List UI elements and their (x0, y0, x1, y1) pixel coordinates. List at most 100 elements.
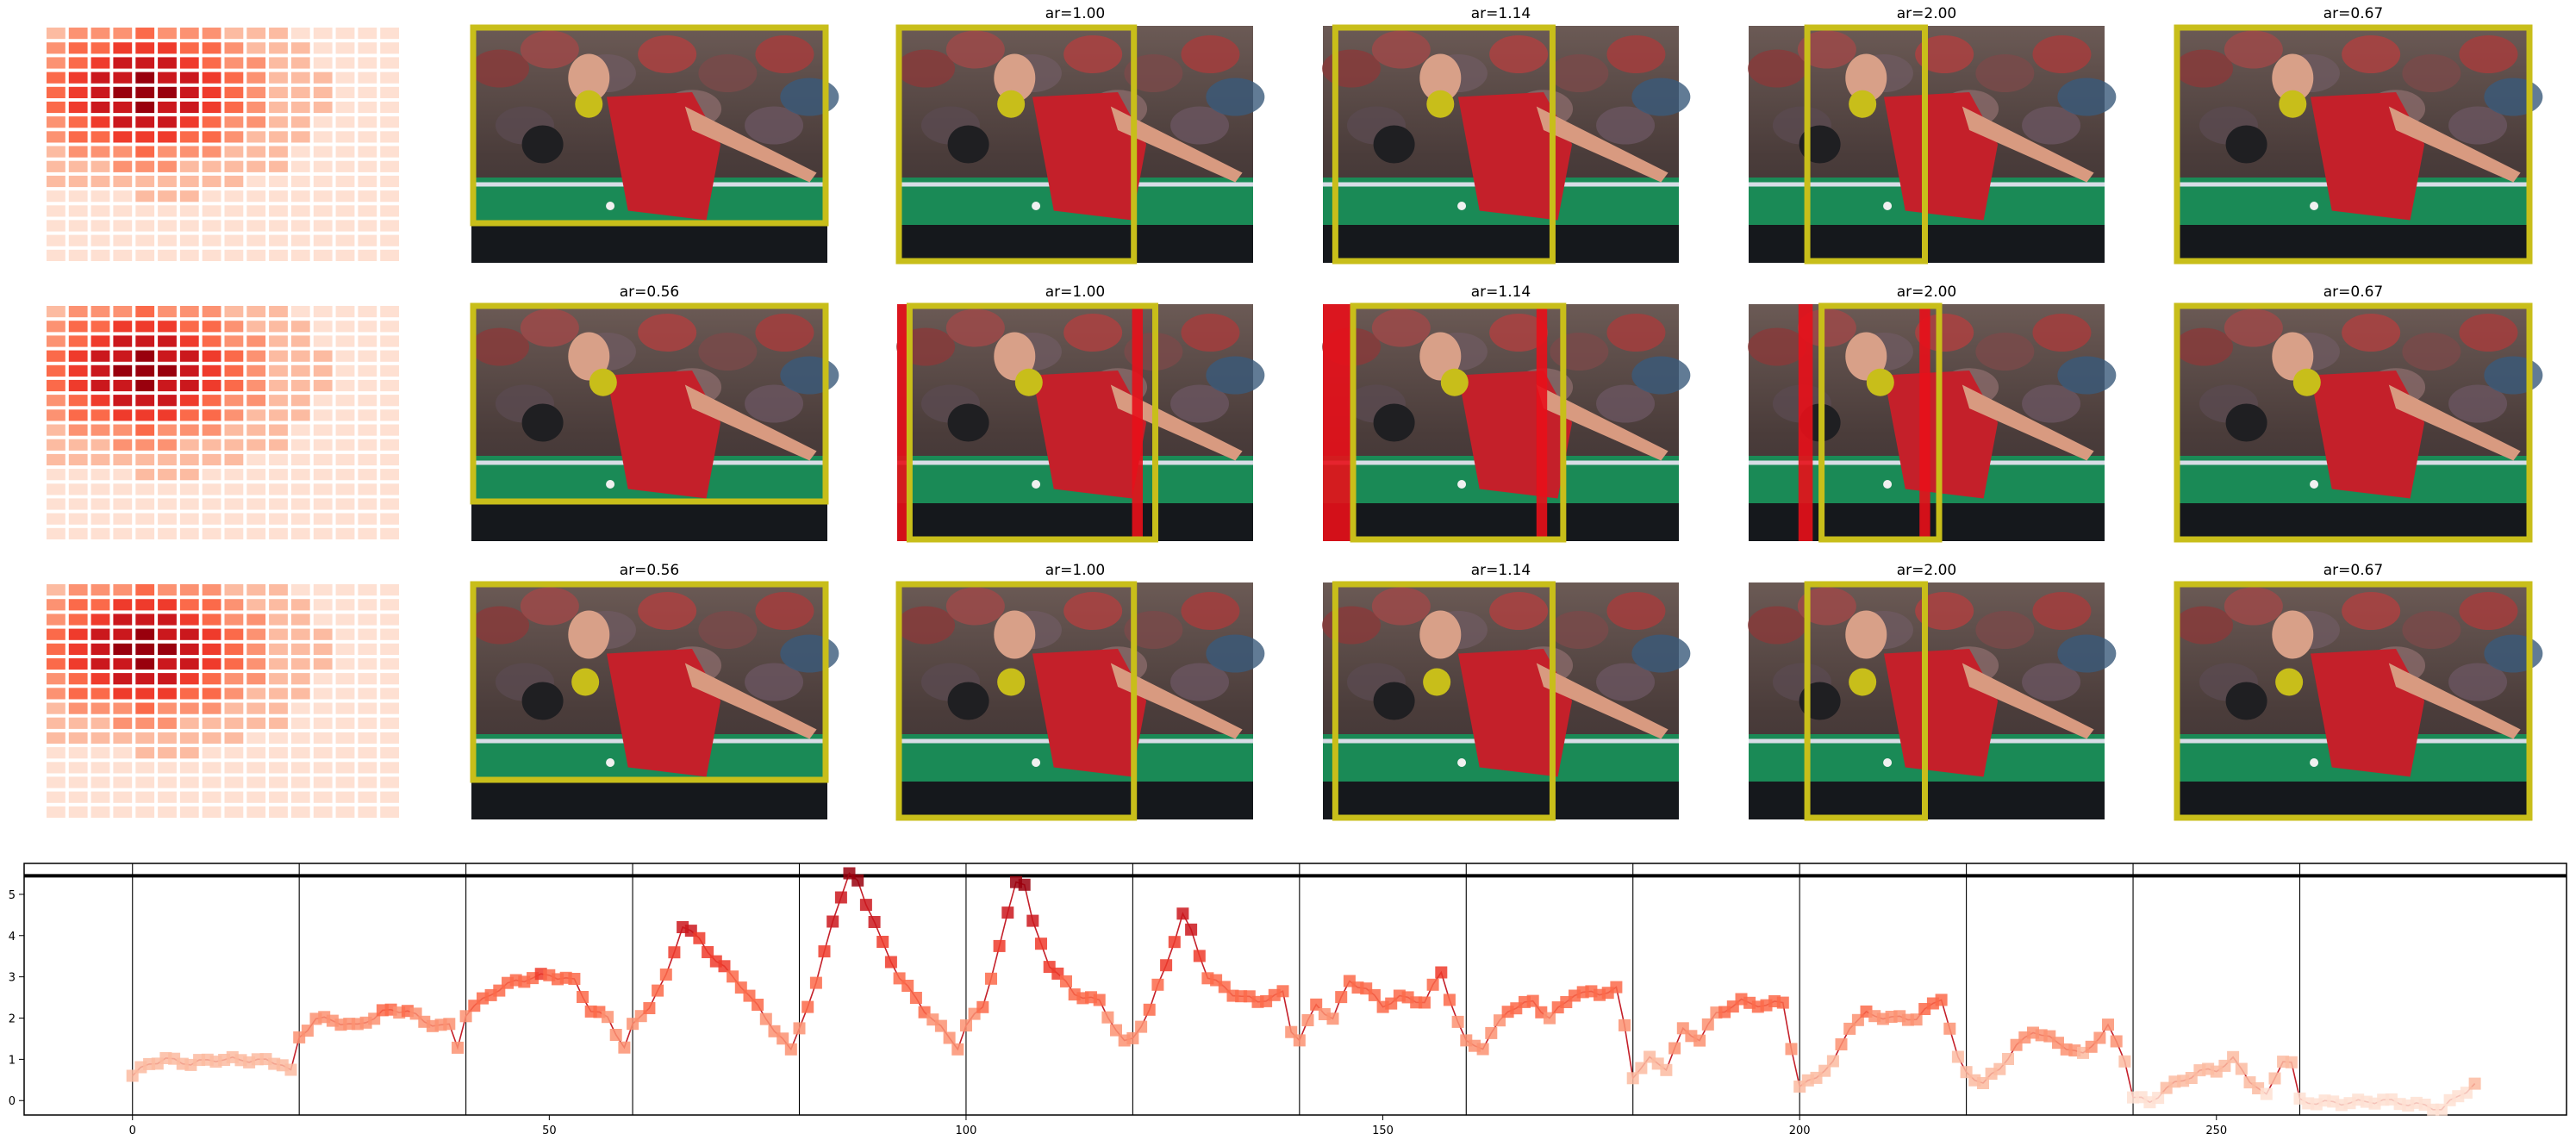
heatmap-cell (90, 350, 110, 362)
heatmap-cell (47, 249, 65, 261)
data-point (960, 1019, 972, 1032)
crop-panel: ar=1.00 (895, 5, 1265, 265)
crop-box (470, 302, 829, 505)
heatmap-cell (290, 732, 310, 744)
heatmap-cell (224, 160, 244, 172)
player-arm (684, 663, 817, 739)
heatmap-cell (246, 584, 266, 596)
heatmap-cell (113, 379, 133, 392)
crowd-blob (2484, 356, 2543, 395)
heatmap-cell (269, 453, 288, 466)
heatmap-cell (135, 776, 155, 788)
heatmap-cell (202, 806, 221, 818)
data-point (693, 931, 706, 944)
focus-dot (1849, 668, 1877, 696)
table-edge (897, 503, 1253, 541)
heatmap-cell (313, 762, 333, 774)
heatmap-cell (313, 57, 333, 69)
player-arm (1962, 663, 2094, 739)
heatmap-cell (380, 175, 399, 188)
heatmap-cell (380, 42, 399, 54)
heatmap-cell (113, 234, 133, 246)
data-point (1093, 994, 1106, 1006)
heatmap-cell (202, 116, 221, 128)
crowd-blob (1489, 592, 1549, 630)
crowd-blob (638, 314, 697, 352)
heatmap-cell (335, 160, 355, 172)
heatmap-cell (68, 513, 88, 525)
heatmap-cell (47, 28, 65, 40)
crowd-blob (2057, 78, 2117, 116)
heatmap-cell (135, 806, 155, 818)
player-head (1419, 332, 1462, 381)
heatmap-cell (202, 424, 221, 436)
heatmap-cell (90, 395, 110, 407)
heatmap-cell (358, 643, 377, 655)
heatmap-cell (90, 657, 110, 670)
player-arm (1962, 384, 2094, 461)
heatmap-cell (290, 175, 310, 188)
heatmap-cell (358, 335, 377, 347)
heatmap-cell (202, 146, 221, 158)
heatmap-cell (358, 469, 377, 481)
heatmap-cell (90, 747, 110, 759)
heatmap-cell (179, 673, 199, 685)
heatmap-cell (335, 614, 355, 626)
heatmap-cell (358, 527, 377, 539)
heatmap-cell (313, 657, 333, 670)
data-point (652, 984, 664, 997)
heatmap-cell (335, 762, 355, 774)
heatmap-cell (113, 584, 133, 596)
heatmap-cell (68, 395, 88, 407)
heatmap-cell (135, 116, 155, 128)
focus-dot (2279, 90, 2307, 118)
heatmap-cell (290, 306, 310, 318)
data-point (2110, 1035, 2123, 1048)
crop-panel: ar=0.56 (470, 283, 839, 541)
heatmap-cell (135, 453, 155, 466)
crowd-blob (1606, 592, 1666, 630)
heatmap-cell (135, 483, 155, 495)
crowd-blob (755, 35, 814, 73)
heatmap-cell (313, 424, 333, 436)
data-point (602, 1011, 614, 1024)
heatmap-cell (113, 321, 133, 333)
crop-panel: ar=2.00 (1748, 283, 2117, 543)
heatmap-cell (90, 614, 110, 626)
heatmap-cell (158, 306, 177, 318)
heatmap-cell (47, 101, 65, 114)
heatmap-cell (68, 205, 88, 217)
heatmap-cell (290, 72, 310, 84)
data-point (909, 992, 922, 1004)
table-edge (1323, 225, 1679, 263)
focus-dot (997, 668, 1026, 696)
data-point (1826, 1055, 1839, 1068)
crowd-blob (1631, 78, 1691, 116)
heatmap-cell (380, 350, 399, 362)
heatmap-cell (313, 498, 333, 510)
panel-title: ar=0.67 (2323, 283, 2384, 301)
crowd-blob (1631, 634, 1691, 673)
heatmap-cell (358, 321, 377, 333)
panel-title: ar=0.56 (620, 283, 680, 301)
data-point (818, 945, 831, 958)
heatmap-cell (135, 599, 155, 611)
heatmap-cell (135, 673, 155, 685)
heatmap-cell (135, 190, 155, 202)
panel-title: ar=1.00 (1045, 283, 1106, 301)
data-point (1426, 978, 1439, 991)
heatmap-cell (224, 498, 244, 510)
heatmap-cell (358, 42, 377, 54)
crop-panel: ar=0.67 (2174, 283, 2543, 543)
crowd-blob (1170, 106, 1230, 145)
crowd-blob (1748, 327, 1807, 366)
heatmap-cell (68, 673, 88, 685)
heatmap-cell (68, 249, 88, 261)
data-point (1276, 985, 1289, 998)
heatmap-cell (290, 657, 310, 670)
player-arm (684, 106, 817, 183)
heatmap-cell (113, 175, 133, 188)
heatmap-cell (179, 702, 199, 714)
heatmap-cell (313, 747, 333, 759)
heatmap-cell (47, 439, 65, 451)
